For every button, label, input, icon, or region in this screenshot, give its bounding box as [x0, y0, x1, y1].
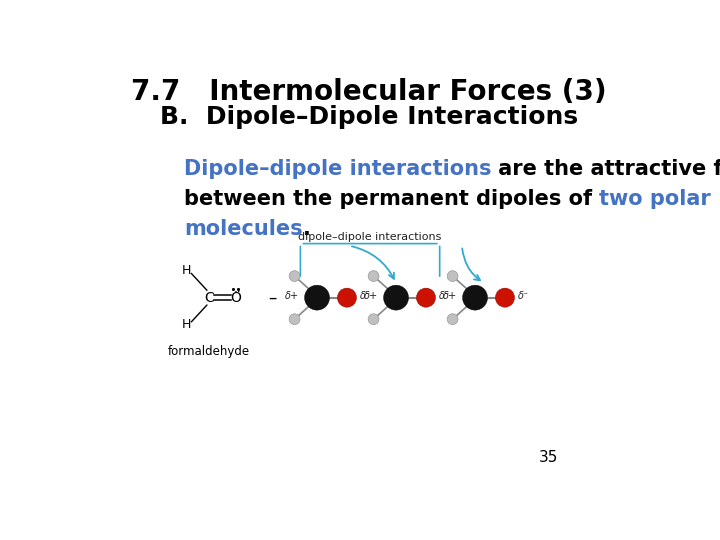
Text: δ⁻: δ⁻ [518, 291, 529, 301]
Circle shape [384, 285, 408, 310]
Circle shape [368, 271, 379, 281]
Text: 35: 35 [539, 450, 558, 465]
Text: δ+: δ+ [443, 291, 457, 301]
Text: –: – [269, 289, 276, 307]
Text: H: H [181, 264, 191, 277]
Text: are the attractive forces: are the attractive forces [492, 159, 720, 179]
Text: H: H [181, 318, 191, 331]
Text: B.  Dipole–Dipole Interactions: B. Dipole–Dipole Interactions [160, 105, 578, 129]
Text: δ⁻: δ⁻ [439, 291, 450, 301]
Text: δ+: δ+ [285, 291, 299, 301]
Text: two polar: two polar [599, 189, 711, 209]
Circle shape [416, 288, 436, 307]
Text: formaldehyde: formaldehyde [168, 346, 250, 359]
Circle shape [368, 314, 379, 325]
Text: dipole–dipole interactions: dipole–dipole interactions [298, 232, 442, 241]
Text: δ⁻: δ⁻ [360, 291, 371, 301]
Circle shape [447, 314, 458, 325]
Text: δ+: δ+ [364, 291, 378, 301]
Text: C: C [204, 291, 214, 305]
Text: 7.7   Intermolecular Forces (3): 7.7 Intermolecular Forces (3) [131, 78, 607, 106]
Text: molecules: molecules [184, 219, 302, 239]
Text: .: . [302, 219, 310, 239]
Text: Ö: Ö [230, 291, 241, 305]
Circle shape [289, 314, 300, 325]
Circle shape [447, 271, 458, 281]
Circle shape [338, 288, 356, 307]
Circle shape [305, 285, 330, 310]
Circle shape [289, 271, 300, 281]
Text: between the permanent dipoles of: between the permanent dipoles of [184, 189, 599, 209]
Text: Dipole–dipole interactions: Dipole–dipole interactions [184, 159, 492, 179]
Circle shape [462, 285, 487, 310]
Circle shape [495, 288, 515, 307]
